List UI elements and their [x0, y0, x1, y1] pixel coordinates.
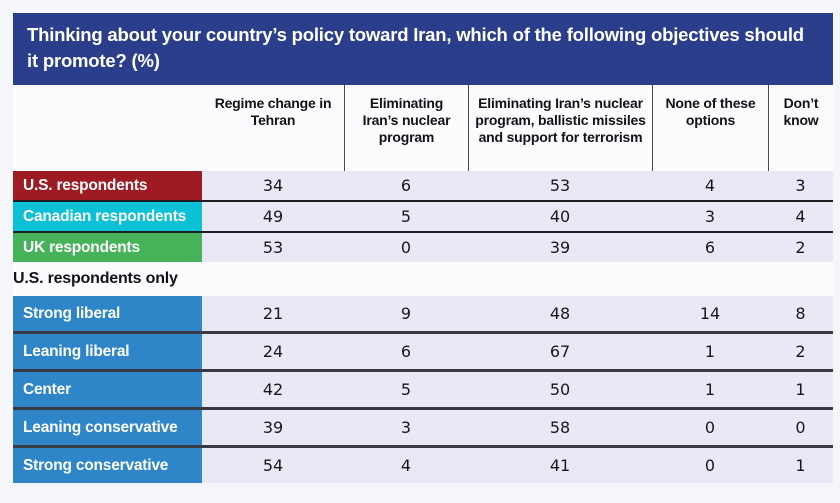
row-label-us: U.S. respondents: [13, 171, 202, 200]
value-cell: 1: [652, 372, 768, 407]
value-cell: 42: [202, 372, 344, 407]
value-cell: 39: [202, 410, 344, 445]
value-cell: 0: [768, 410, 833, 445]
table-row-leaning-conservative: Leaning conservative 39 3 58 0 0: [13, 407, 833, 445]
value-cell: 2: [768, 233, 833, 262]
value-cell: 14: [652, 296, 768, 331]
value-cell: 6: [344, 334, 468, 369]
table-row-strong-liberal: Strong liberal 21 9 48 14 8: [13, 296, 833, 331]
value-cell: 1: [768, 372, 833, 407]
row-label-uk: UK respondents: [13, 233, 202, 262]
value-cell: 48: [468, 296, 652, 331]
value-cell: 0: [652, 410, 768, 445]
value-cell: 0: [344, 233, 468, 262]
value-cell: 41: [468, 448, 652, 483]
value-cell: 6: [652, 233, 768, 262]
table-row-uk: UK respondents 53 0 39 6 2: [13, 231, 833, 262]
table-row-leaning-liberal: Leaning liberal 24 6 67 1 2: [13, 331, 833, 369]
value-cell: 67: [468, 334, 652, 369]
column-header-regime-change: Regime change in Tehran: [214, 95, 332, 128]
value-cell: 49: [202, 202, 344, 231]
row-label-leaning-liberal: Leaning liberal: [13, 334, 202, 369]
row-label-canada: Canadian respondents: [13, 202, 202, 231]
value-cell: 21: [202, 296, 344, 331]
value-cell: 9: [344, 296, 468, 331]
table-title-text: Thinking about your country’s policy tow…: [27, 24, 804, 71]
value-cell: 5: [344, 202, 468, 231]
section-header-label: U.S. respondents only: [13, 270, 178, 287]
value-cell: 3: [344, 410, 468, 445]
column-header-dont-know: Don’t know: [768, 85, 833, 171]
value-cell: 53: [468, 171, 652, 200]
column-header-none: None of these options: [652, 85, 768, 171]
value-cell: 24: [202, 334, 344, 369]
value-cell: 34: [202, 171, 344, 200]
row-label-strong-conservative: Strong conservative: [13, 448, 202, 483]
table-title: Thinking about your country’s policy tow…: [13, 13, 833, 85]
row-label-strong-liberal: Strong liberal: [13, 296, 202, 331]
value-cell: 6: [344, 171, 468, 200]
row-label-leaning-conservative: Leaning conservative: [13, 410, 202, 445]
value-cell: 3: [768, 171, 833, 200]
table-row-strong-conservative: Strong conservative 54 4 41 0 1: [13, 445, 833, 483]
table-row-center: Center 42 5 50 1 1: [13, 369, 833, 407]
value-cell: 8: [768, 296, 833, 331]
section-header-row: U.S. respondents only: [13, 262, 833, 296]
data-table: Regime change in Tehran Eliminating Iran…: [13, 85, 833, 483]
value-cell: 39: [468, 233, 652, 262]
value-cell: 0: [652, 448, 768, 483]
value-cell: 1: [768, 448, 833, 483]
row-label-center: Center: [13, 372, 202, 407]
value-cell: 40: [468, 202, 652, 231]
column-header-empty: [13, 85, 202, 171]
value-cell: 2: [768, 334, 833, 369]
table-row-canada: Canadian respondents 49 5 40 3 4: [13, 200, 833, 231]
value-cell: 4: [768, 202, 833, 231]
column-header-row: Regime change in Tehran Eliminating Iran…: [13, 85, 833, 171]
value-cell: 58: [468, 410, 652, 445]
value-cell: 53: [202, 233, 344, 262]
value-cell: 1: [652, 334, 768, 369]
value-cell: 50: [468, 372, 652, 407]
value-cell: 5: [344, 372, 468, 407]
value-cell: 3: [652, 202, 768, 231]
column-header-nuclear-missiles-terrorism: Eliminating Iran’s nuclear program, ball…: [468, 85, 652, 171]
value-cell: 4: [652, 171, 768, 200]
column-header-nuclear-program: Eliminating Iran’s nuclear program: [344, 85, 468, 171]
table-row-us: U.S. respondents 34 6 53 4 3: [13, 171, 833, 200]
value-cell: 54: [202, 448, 344, 483]
value-cell: 4: [344, 448, 468, 483]
